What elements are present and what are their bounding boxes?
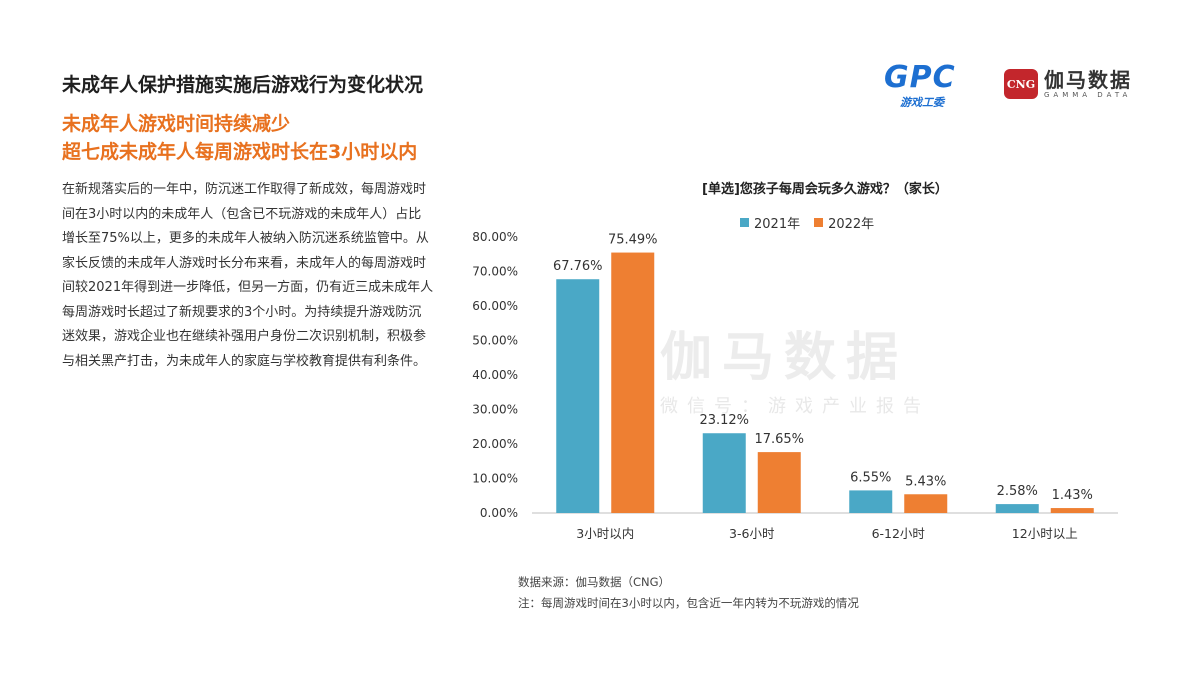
y-tick-label: 60.00%: [472, 299, 518, 313]
cng-logo: CNG 伽马数据 GAMMA DATA: [1004, 64, 1132, 104]
y-tick-label: 10.00%: [472, 472, 518, 486]
cng-logo-badge: CNG: [1004, 69, 1038, 99]
bar-chart: 0.00% 10.00% 20.00% 30.00% 40.00% 50.00% 60.00…: [472, 230, 1118, 541]
data-source: 数据来源：伽马数据（CNG）: [518, 575, 671, 589]
data-label: 2.58%: [997, 484, 1038, 499]
legend-swatch-2021: [740, 218, 749, 227]
data-label: 75.49%: [608, 233, 658, 248]
cng-logo-name: 伽马数据: [1044, 68, 1132, 92]
legend-label-2022: 2022年: [828, 217, 875, 232]
bar-2022: [1050, 508, 1094, 513]
footer: 数据来源：伽马数据（CNG） 注：每周游戏时间在3小时以内，包含近一年内转为不玩…: [518, 572, 859, 614]
x-tick-label: 12小时以上: [1012, 526, 1078, 541]
bar-2022: [904, 494, 948, 513]
y-tick-label: 20.00%: [472, 437, 518, 451]
gpc-logo-sub: 游戏工委: [900, 96, 944, 109]
watermark-sub: 微信号：游戏产业报告: [660, 396, 930, 417]
bar-2021: [702, 433, 746, 513]
bar-2021: [849, 490, 893, 513]
data-label: 17.65%: [754, 432, 804, 447]
data-label: 6.55%: [850, 470, 891, 485]
gpc-logo: GPC 游戏工委: [884, 62, 984, 112]
x-tick-label: 3-6小时: [729, 526, 775, 541]
y-tick-label: 80.00%: [472, 230, 518, 244]
x-tick-label: 6-12小时: [872, 526, 926, 541]
data-label: 1.43%: [1052, 488, 1093, 503]
legend-item-2021: 2021年: [740, 213, 800, 232]
data-label: 5.43%: [905, 474, 946, 489]
bar-2021: [556, 279, 600, 513]
legend-swatch-2022: [814, 218, 824, 227]
cng-logo-text: 伽马数据 GAMMA DATA: [1044, 69, 1132, 99]
watermark: 伽马数据: [660, 328, 909, 388]
headline: 未成年人游戏时间持续减少 超七成未成年人每周游戏时长在3小时以内: [62, 110, 417, 166]
bar-2021: [995, 504, 1039, 513]
y-tick-label: 70.00%: [472, 265, 518, 279]
gpc-logo-mark: GPC: [884, 60, 956, 95]
y-tick-label: 0.00%: [480, 506, 518, 520]
y-tick-label: 30.00%: [472, 403, 518, 417]
body-paragraph: 在新规落实后的一年中，防沉迷工作取得了新成效，每周游戏时间在3小时以内的未成年人…: [62, 182, 434, 369]
cng-logo-en: GAMMA DATA: [1044, 91, 1132, 99]
headline-line-1: 未成年人游戏时间持续减少: [62, 113, 291, 135]
legend-item-2022: 2022年: [814, 213, 874, 232]
y-tick-label: 40.00%: [472, 368, 518, 382]
headline-line-2: 超七成未成年人每周游戏时长在3小时以内: [62, 141, 418, 163]
chart-legend: 2021年 2022年: [740, 213, 888, 232]
y-tick-label: 50.00%: [472, 334, 518, 348]
data-label: 23.12%: [699, 413, 749, 428]
footnote: 注：每周游戏时间在3小时以内，包含近一年内转为不玩游戏的情况: [518, 596, 859, 610]
chart-title: [单选]您孩子每周会玩多久游戏？（家长）: [702, 182, 948, 197]
data-label: 67.76%: [553, 259, 603, 274]
page-title: 未成年人保护措施实施后游戏行为变化状况: [62, 74, 424, 96]
bar-2022: [757, 452, 801, 513]
x-tick-label: 3小时以内: [576, 526, 634, 541]
legend-label-2021: 2021年: [754, 217, 801, 232]
bar-2022: [611, 252, 655, 513]
